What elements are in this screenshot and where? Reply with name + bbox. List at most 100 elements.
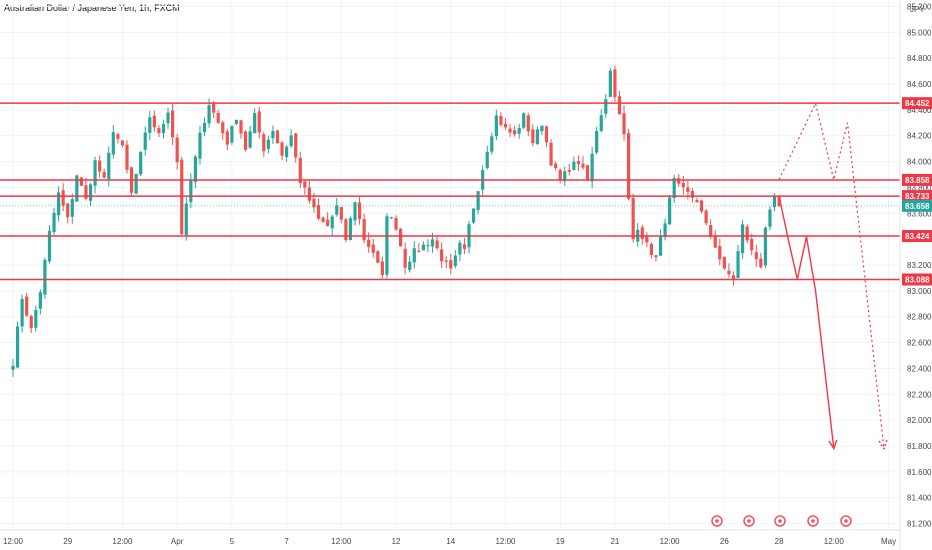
- candle-body: [66, 203, 70, 218]
- event-marker-dot: [778, 519, 782, 523]
- candle-body: [663, 223, 667, 238]
- candle-body: [234, 119, 239, 124]
- candle-body: [494, 115, 498, 137]
- price-tick-label: 83.600: [907, 209, 932, 218]
- candle-body: [631, 198, 635, 240]
- candle-body: [777, 195, 781, 206]
- candle-body: [517, 128, 521, 134]
- candle-body: [499, 116, 503, 125]
- candle-body: [704, 210, 708, 224]
- candle-body: [772, 196, 777, 208]
- candle-body: [120, 140, 125, 146]
- candle-body: [745, 226, 749, 241]
- time-tick-label: 12:00: [824, 537, 845, 546]
- candle-body: [189, 180, 193, 203]
- time-tick-label: 28: [775, 537, 784, 546]
- level-price-label: 83.858: [905, 176, 930, 185]
- candle-body: [741, 224, 745, 254]
- candle-body: [613, 69, 617, 98]
- candle-body: [198, 132, 202, 159]
- last-price-tag[interactable]: [902, 199, 932, 212]
- event-markers[interactable]: [711, 515, 852, 527]
- candle-body: [239, 120, 243, 134]
- candle-body: [421, 244, 425, 251]
- candle-body: [180, 159, 184, 235]
- candle-body: [426, 245, 430, 247]
- candle-body: [285, 146, 289, 157]
- candle-body: [503, 123, 508, 128]
- time-tick-label: 12:00: [495, 537, 516, 546]
- candle-body: [649, 243, 653, 255]
- candle-body: [736, 251, 740, 279]
- candle-body: [93, 160, 97, 186]
- candle-body: [47, 230, 52, 262]
- projection-solid-path[interactable]: [778, 195, 835, 449]
- candle-body: [38, 292, 42, 309]
- projection-dotted-path[interactable]: [778, 101, 885, 449]
- price-tick-label: 84.400: [907, 106, 932, 115]
- price-tick-label: 84.800: [907, 54, 932, 63]
- candle-body: [157, 128, 161, 134]
- level-price-tag[interactable]: [902, 190, 932, 203]
- time-tick-label: Apr: [171, 537, 184, 546]
- candle-body: [430, 239, 435, 247]
- candle-body: [385, 216, 389, 275]
- candle-body: [212, 103, 216, 113]
- time-tick-label: 12:00: [112, 537, 133, 546]
- candle-body: [444, 260, 448, 262]
- horizontal-levels[interactable]: [0, 102, 900, 281]
- candle-body: [731, 275, 736, 280]
- price-tick-label: 84.200: [907, 132, 932, 141]
- candle-body: [576, 161, 581, 165]
- price-tick-label: 84.000: [907, 158, 932, 167]
- time-tick-label: 26: [720, 537, 729, 546]
- candle-body: [57, 192, 61, 216]
- time-tick-label: 12:00: [331, 537, 352, 546]
- price-tick-label: 81.200: [907, 520, 932, 529]
- candle-body: [280, 142, 284, 156]
- level-price-tag[interactable]: [902, 273, 932, 286]
- chart-title: Australian Dollar / Japanese Yen, 1h, FX…: [4, 3, 180, 13]
- candle-body: [266, 139, 270, 149]
- candle-body: [412, 248, 416, 263]
- candle-body: [330, 216, 334, 229]
- candle-body: [371, 244, 375, 253]
- candle-body: [335, 205, 339, 215]
- time-axis: 12:00 29 12:00 Apr 5 7 12:00 12 14 12:00 19 21 12:00…: [0, 529, 900, 546]
- candle-body: [608, 70, 612, 97]
- price-tick-label: 82.000: [907, 416, 932, 425]
- price-tick-label: 81.600: [907, 468, 932, 477]
- price-tick-label: 82.800: [907, 313, 932, 322]
- time-tick-label: 5: [230, 537, 235, 546]
- candle-body: [599, 115, 603, 131]
- candle-body: [339, 206, 343, 220]
- candle-body: [357, 202, 362, 220]
- level-price-tag[interactable]: [902, 173, 932, 186]
- price-tick-label: 85.000: [907, 28, 932, 37]
- candle-body: [595, 131, 599, 153]
- candle-body: [645, 236, 649, 243]
- candle-body: [750, 239, 754, 251]
- candle-body: [754, 252, 758, 260]
- candle-body: [417, 250, 421, 252]
- candle-body: [88, 184, 93, 201]
- time-tick-label: 7: [284, 537, 289, 546]
- candle-body: [152, 115, 156, 128]
- projection-arrows[interactable]: [778, 101, 888, 451]
- price-tick-label: 82.200: [907, 390, 932, 399]
- level-price-tag[interactable]: [902, 230, 932, 243]
- candle-body: [248, 131, 252, 148]
- candle-body: [15, 326, 20, 368]
- event-marker-dot: [844, 519, 848, 523]
- time-tick-label: 12:00: [3, 537, 24, 546]
- level-price-tag[interactable]: [902, 97, 932, 110]
- currency-label: JPY: [910, 5, 925, 14]
- candle-body: [353, 202, 357, 221]
- time-tick-label: 14: [446, 537, 455, 546]
- candle-body: [640, 227, 644, 239]
- level-price-label: 83.733: [905, 192, 930, 201]
- event-marker-dot: [811, 519, 815, 523]
- candle-body: [221, 122, 225, 134]
- candle-body: [718, 245, 722, 260]
